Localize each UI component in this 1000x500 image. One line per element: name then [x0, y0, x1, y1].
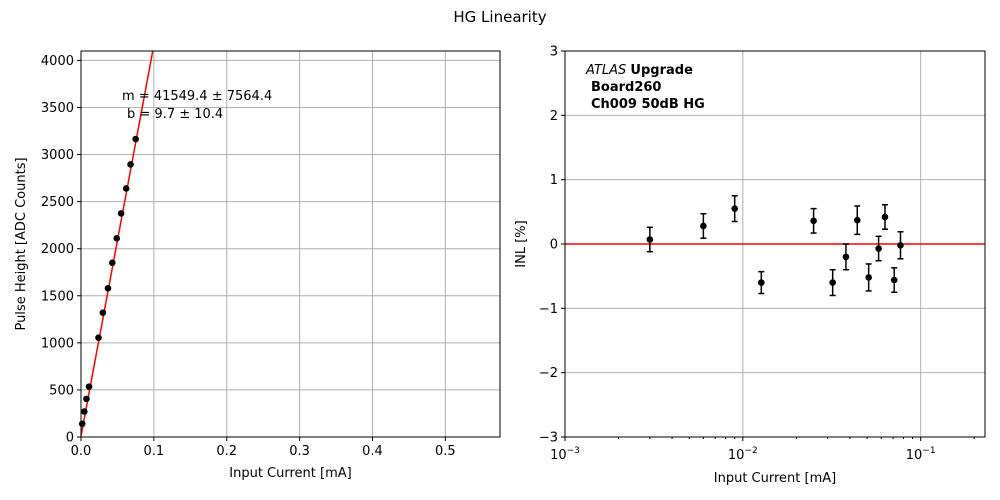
left-data-point [113, 235, 121, 242]
right-x-axis-label: Input Current [mA] [714, 471, 836, 486]
right-data-point [757, 270, 765, 295]
left-data-point [80, 408, 88, 415]
left-data-point [122, 185, 130, 192]
left-y-tick-label: 3000 [41, 148, 74, 163]
left-data-point [117, 210, 125, 217]
marker [700, 222, 707, 230]
left-y-tick-label: 3500 [41, 101, 74, 116]
marker [853, 216, 861, 224]
left-y-axis-label: Pulse Height [ADC Counts] [14, 157, 29, 330]
left-x-tick-label: 0.3 [289, 444, 310, 459]
right-y-tick-label: −3 [539, 431, 558, 446]
left-data-point [127, 161, 134, 168]
marker [829, 279, 836, 286]
right-data-point [897, 231, 904, 260]
left-data-point [104, 284, 112, 292]
fit-slope-annotation: m = 41549.4 ± 7564.4 [122, 89, 272, 104]
right-y-tick-label: −1 [539, 302, 558, 317]
right-x-ticks: 10−3 10−2 10−1 [550, 437, 975, 463]
right-x-tick-label: 10−3 [550, 446, 580, 463]
left-x-tick-label: 0.2 [216, 444, 237, 459]
left-data-point [78, 420, 86, 428]
left-chart: 0.0 0.1 0.2 0.3 0.4 0.5 0 500 1000 1500 2000 2500 3… [14, 50, 501, 481]
right-data-point [829, 268, 836, 297]
left-y-ticks: 0 500 1000 1500 2000 2500 3000 3500 4000 [41, 54, 81, 446]
right-x-tick-label: 10−1 [906, 446, 936, 463]
left-data-point [83, 395, 90, 403]
left-y-tick-label: 0 [66, 431, 74, 446]
right-y-tick-label: −2 [539, 366, 558, 381]
marker [865, 274, 872, 281]
left-y-tick-label: 1000 [41, 336, 74, 351]
atlas-upgrade-label: ATLAS Upgrade [585, 63, 693, 78]
left-data-point [95, 334, 102, 341]
left-x-axis-label: Input Current [mA] [229, 466, 351, 481]
right-data-point [646, 226, 654, 253]
marker [875, 245, 882, 252]
marker [731, 205, 738, 212]
right-data-points [646, 195, 904, 297]
left-x-tick-label: 0.4 [362, 444, 383, 459]
marker [757, 279, 765, 286]
right-data-point [731, 195, 738, 223]
upgrade-label: Upgrade [630, 63, 693, 78]
marker [890, 276, 898, 284]
atlas-label: ATLAS [585, 63, 626, 78]
left-data-point [109, 259, 116, 267]
right-y-tick-label: 0 [550, 238, 558, 253]
right-data-point [890, 267, 898, 293]
left-y-tick-label: 4000 [41, 54, 74, 69]
left-y-tick-label: 2000 [41, 242, 74, 257]
right-chart: 10−3 10−2 10−1 −3 −2 −1 0 1 2 3 Input Current [m… [514, 45, 986, 486]
left-axes-frame [80, 50, 501, 438]
right-x-tick-label: 10−2 [728, 446, 758, 463]
marker [646, 236, 654, 243]
right-y-ticks: −3 −2 −1 0 1 2 3 [539, 45, 565, 446]
left-data-point [85, 383, 93, 390]
marker [810, 217, 817, 225]
left-y-tick-label: 1500 [41, 289, 74, 304]
right-y-tick-label: 1 [550, 173, 558, 188]
left-x-tick-label: 0.0 [71, 444, 92, 459]
fit-intercept-annotation: b = 9.7 ± 10.4 [127, 107, 223, 122]
channel-label: Ch009 50dB HG [591, 97, 705, 112]
marker [897, 241, 904, 249]
left-grid [80, 51, 500, 438]
right-data-point [853, 205, 861, 236]
left-x-ticks: 0.0 0.1 0.2 0.3 0.4 0.5 [71, 437, 456, 459]
right-data-point [881, 204, 889, 230]
right-data-point [875, 235, 882, 262]
right-data-point [865, 263, 872, 292]
left-y-tick-label: 500 [49, 383, 74, 398]
figure-title: HG Linearity [453, 8, 546, 26]
right-y-tick-label: 2 [550, 109, 558, 124]
left-data-point [99, 309, 107, 317]
right-y-axis-label: INL [%] [514, 220, 529, 267]
left-data-points [78, 135, 139, 428]
left-x-tick-label: 0.1 [144, 444, 165, 459]
left-fit-line [80, 50, 154, 437]
marker [842, 253, 850, 261]
right-data-point [842, 243, 850, 271]
left-data-point [132, 135, 139, 143]
right-y-tick-label: 3 [550, 45, 558, 60]
right-data-point [810, 207, 817, 234]
left-x-tick-label: 0.5 [435, 444, 456, 459]
left-y-tick-label: 2500 [41, 195, 74, 210]
right-data-point [700, 213, 707, 239]
board-label: Board260 [591, 80, 661, 95]
marker [881, 213, 889, 221]
